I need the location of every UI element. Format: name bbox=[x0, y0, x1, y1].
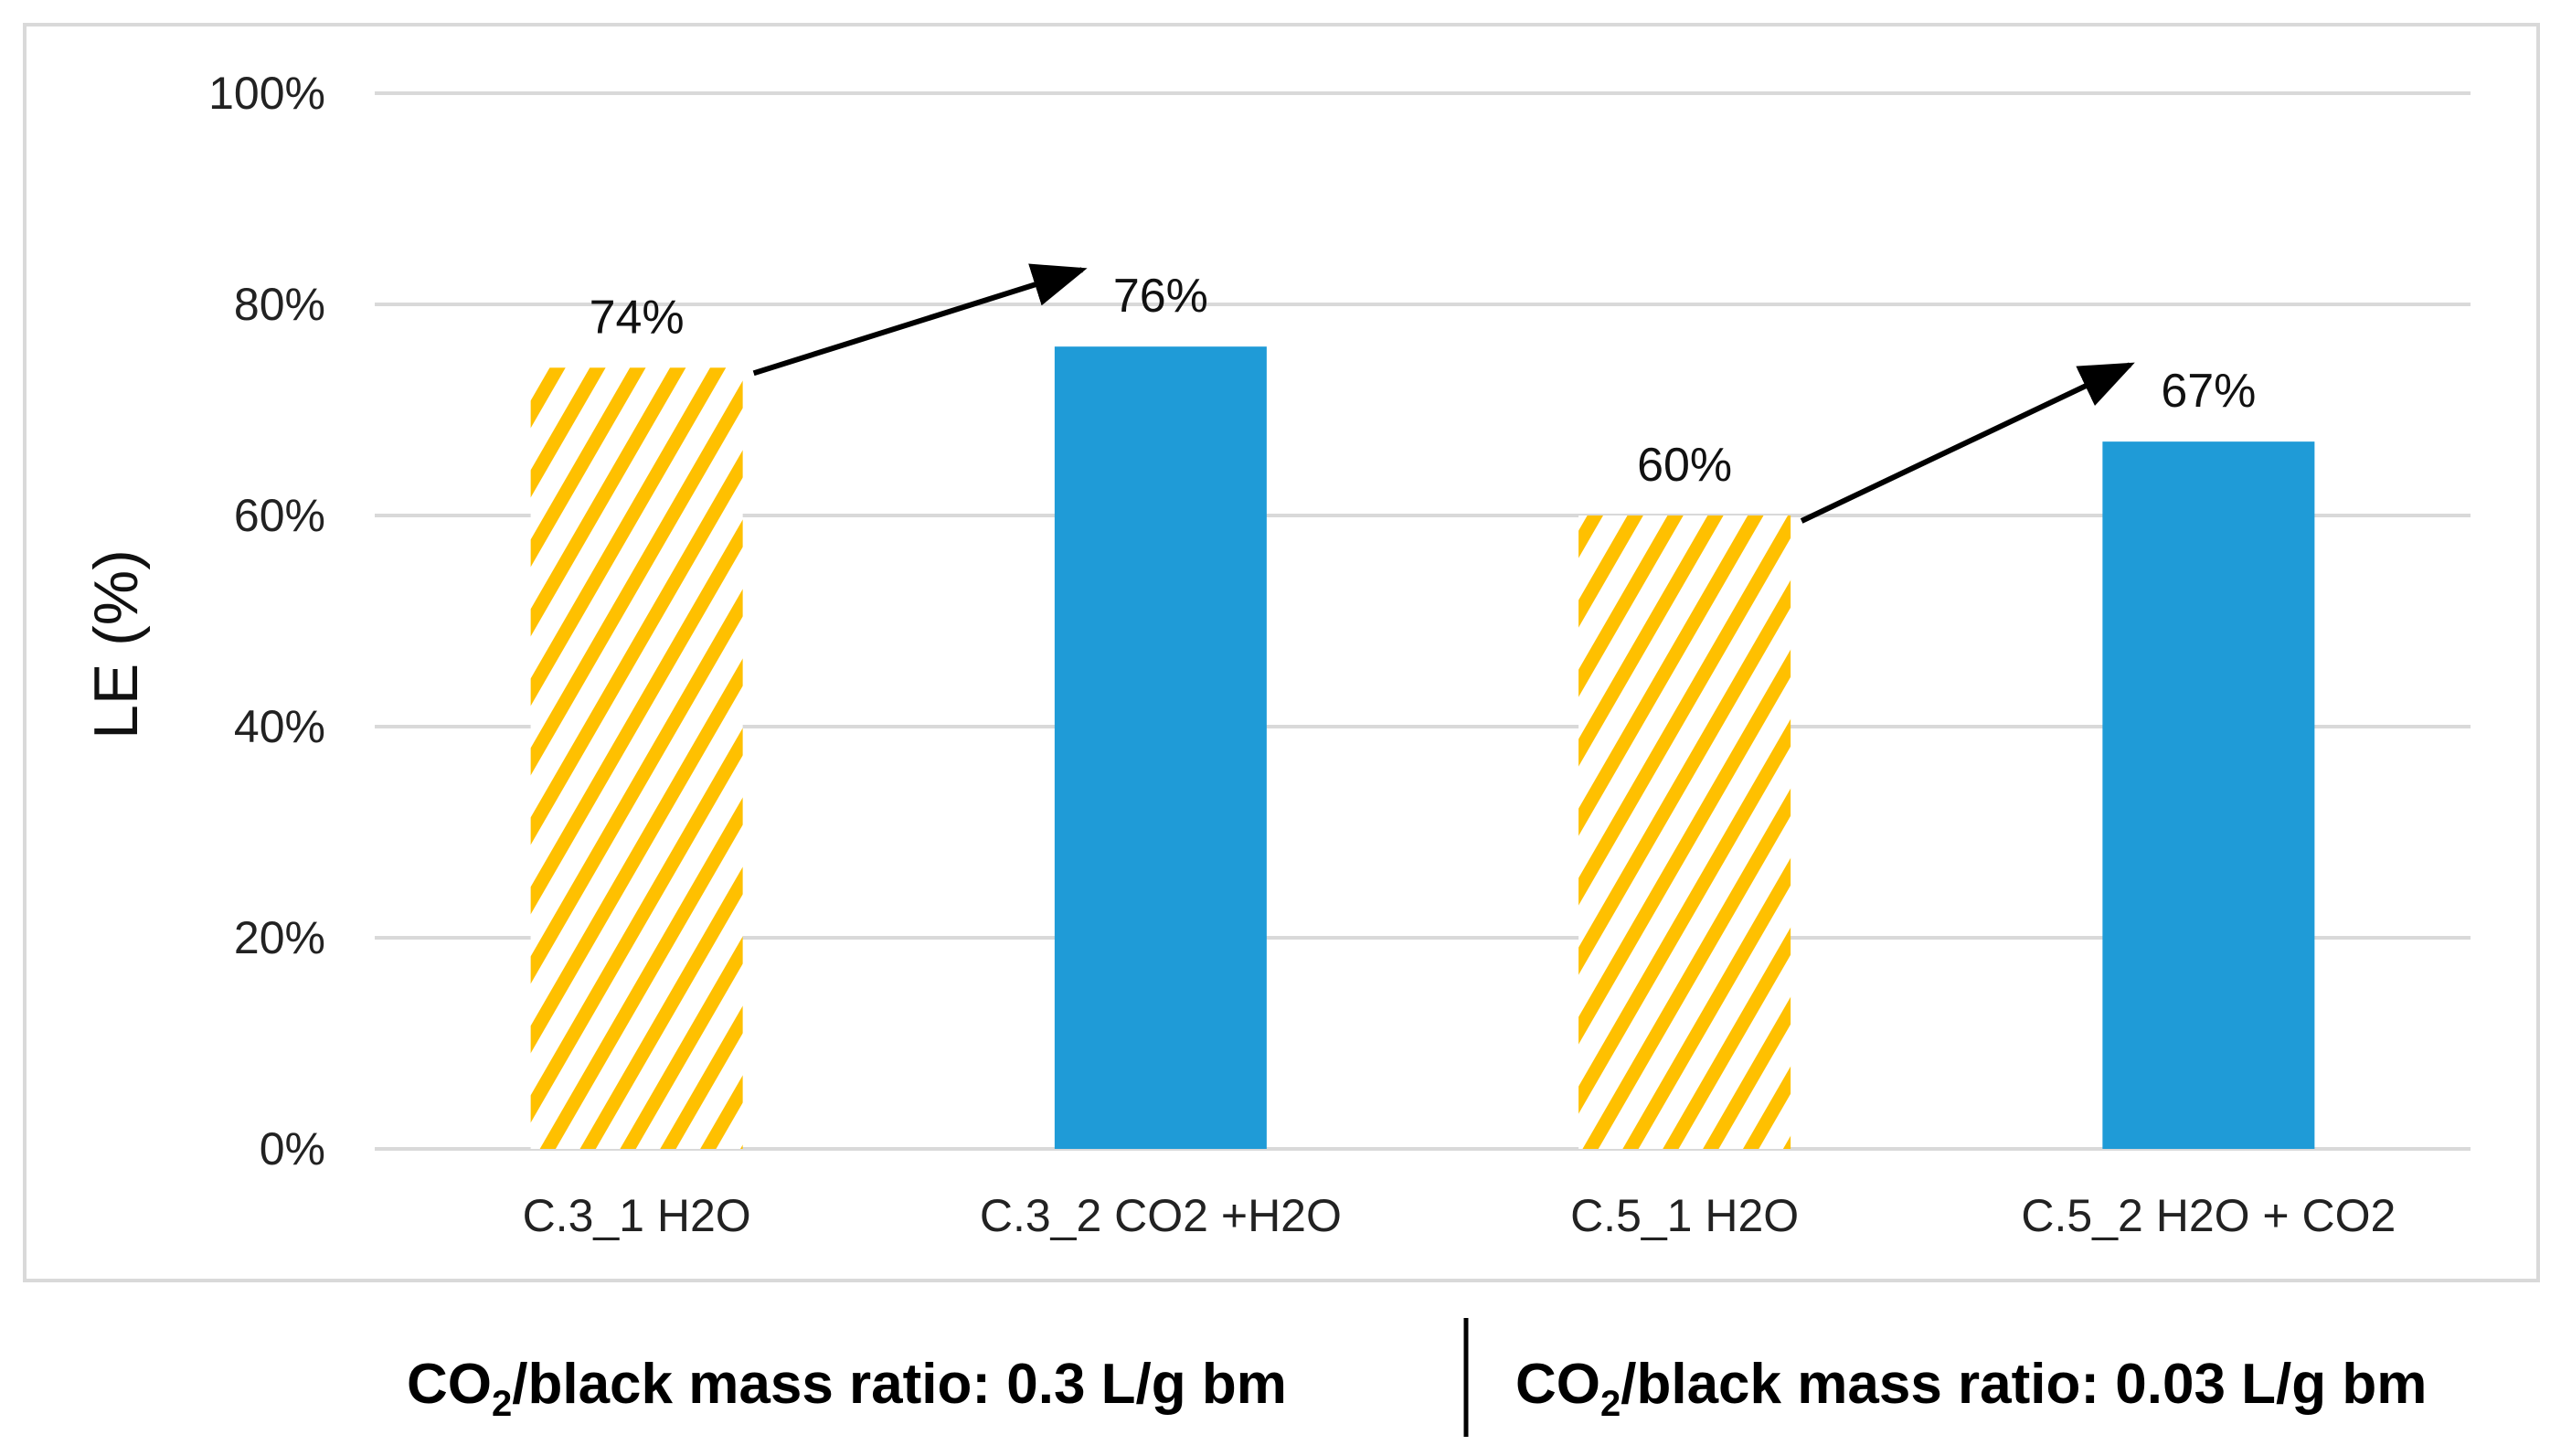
group-label-right: CO2/black mass ratio: 0.03 L/g bm bbox=[1515, 1353, 2427, 1424]
trend-arrow bbox=[752, 263, 1088, 377]
bar bbox=[530, 367, 743, 1149]
trend-arrow bbox=[1800, 362, 2135, 524]
y-tick-label: 20% bbox=[234, 912, 325, 963]
data-label: 76% bbox=[1113, 270, 1208, 323]
y-tick-label: 0% bbox=[260, 1123, 325, 1174]
bar bbox=[1578, 515, 1791, 1149]
y-tick-label: 100% bbox=[208, 68, 325, 119]
data-label: 67% bbox=[2161, 365, 2256, 418]
bar bbox=[2102, 441, 2315, 1149]
x-tick-label: C.3_1 H2O bbox=[523, 1190, 751, 1241]
x-tick-label: C.5_2 H2O + CO2 bbox=[2021, 1190, 2396, 1241]
y-axis-label: LE (%) bbox=[81, 549, 151, 739]
x-tick-label: C.5_1 H2O bbox=[1570, 1190, 1799, 1241]
data-label: 60% bbox=[1637, 439, 1732, 492]
group-label-left: CO2/black mass ratio: 0.3 L/g bm bbox=[407, 1353, 1287, 1424]
data-label: 74% bbox=[590, 291, 685, 344]
bar bbox=[1054, 346, 1267, 1149]
y-tick-label: 40% bbox=[234, 701, 325, 752]
x-tick-label: C.3_2 CO2 +H2O bbox=[980, 1190, 1342, 1241]
y-tick-label: 80% bbox=[234, 279, 325, 330]
y-tick-label: 60% bbox=[234, 490, 325, 541]
